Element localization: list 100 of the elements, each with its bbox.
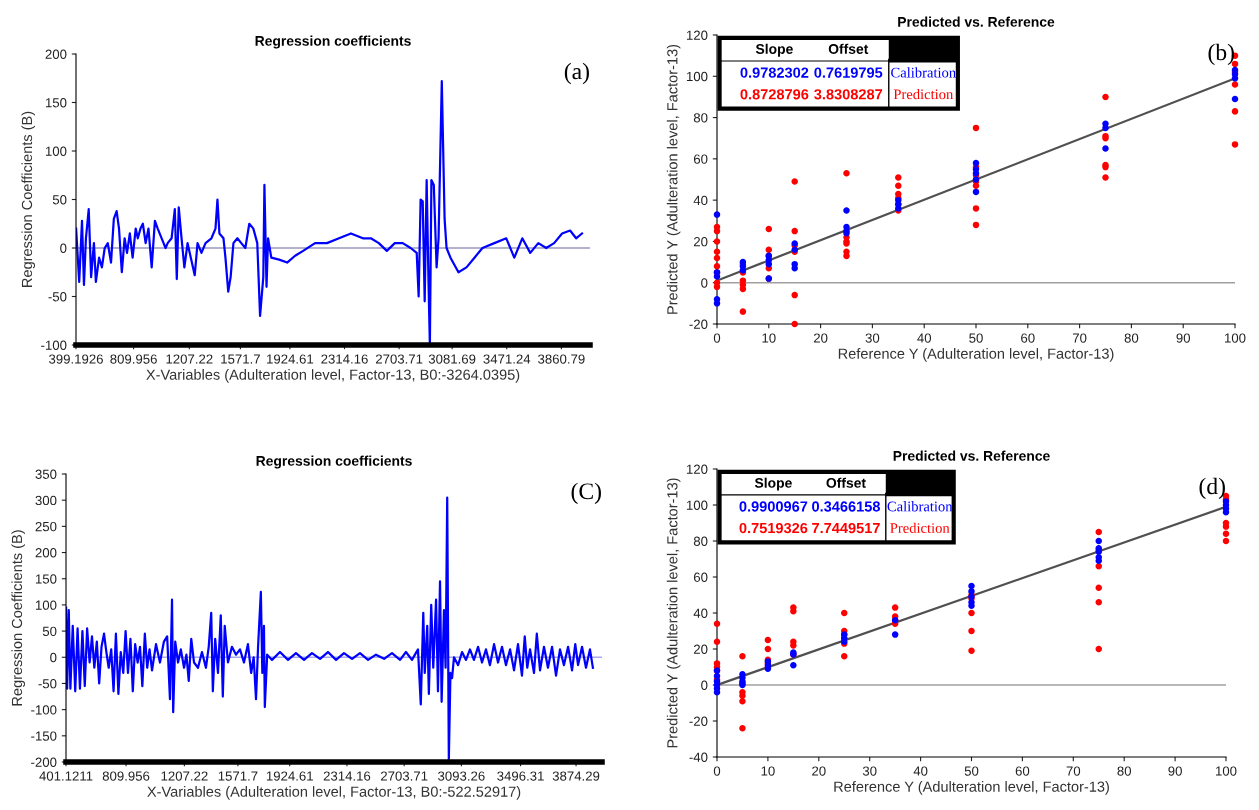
point [764,645,772,653]
annotation: (C) [571,482,601,505]
x-tick-label: 30 [862,766,877,776]
point [713,254,721,262]
point [968,582,975,590]
x-tick-label: 1207.22 [161,771,208,781]
point [1095,598,1103,606]
x-tick-label: 0 [713,766,721,776]
y-tick-label: 0 [701,278,708,288]
point [891,604,899,611]
x-tick-label: 2314.16 [323,771,371,781]
point [713,248,721,256]
y-tick-label: 120 [686,464,708,474]
x-tick-label: 0 [713,333,721,343]
point [968,627,975,635]
x-tick-label: 80 [1117,766,1132,776]
x-axis-title: X-Variables (Adulteration level, Factor-13, B0:-522.52917) [147,786,521,800]
point [1102,174,1109,181]
chart-title: Predicted vs. Reference [893,450,1050,461]
y-tick-label: 40 [693,195,708,206]
y-tick-label: 50 [52,195,67,205]
point [790,642,797,649]
annotation: 3.8308287 [814,89,883,100]
y-tick-label: -150 [31,731,57,741]
x-axis-title: Reference Y (Adulteration level, Factor-13) [838,348,1114,362]
y-axis-title: Regression Coefficients (B) [21,111,36,287]
x-tick-label: 809.956 [110,354,157,364]
y-tick-label: 0 [60,243,67,253]
y-tick-label: 150 [45,98,67,108]
y-tick-label: 150 [35,574,57,584]
text: Prediction [893,88,954,100]
y-tick-label: 50 [42,626,57,636]
x-tick-label: 1924.61 [267,354,314,364]
point [765,246,773,253]
point [739,724,746,732]
x-tick-label: 809.956 [102,771,150,781]
y-axis-title: Regression Coefficients (B) [11,530,26,706]
x-tick-label: 1571.7 [221,354,260,364]
point [972,188,980,196]
y-tick-label: 100 [686,500,708,510]
annotation: Offset [828,43,869,54]
point [1231,75,1239,82]
y-tick-label: 100 [35,600,57,610]
point [1095,645,1103,653]
y-tick-label: 100 [45,146,67,156]
x-tick-label: 401.1211 [39,771,93,781]
point [972,182,980,189]
point [1222,537,1230,545]
x-tick-label: 100 [1216,766,1237,776]
y-tick-label: 0 [701,680,708,690]
point [739,697,746,705]
point [765,225,773,233]
x-tick-label: 1924.61 [266,771,313,781]
y-tick-label: -50 [48,292,67,302]
point [1102,93,1109,101]
x-tick-label: 30 [865,333,880,343]
annotation: 0.3466158 [812,501,880,512]
point [713,211,721,218]
x-tick-label: 3093.26 [438,771,485,781]
annotation: Offset [826,477,866,488]
annotation: Slope [755,43,793,57]
point [968,588,975,595]
y-tick-label: 300 [35,495,57,506]
annotation: (d) [1199,477,1225,500]
x-tick-label: 70 [1066,766,1081,776]
chart-title: Regression coefficients [255,35,411,49]
y-axis-title: Predicted Y (Adulteration level, Factor-13) [666,478,681,748]
x-tick-label: 10 [761,766,775,776]
point [791,265,798,272]
annotation: (b) [1208,43,1234,66]
annotation: 0.9900967 [739,501,808,512]
x-tick-label: 3874.29 [552,771,600,781]
annotation: 0.8728796 [740,89,809,100]
point [895,174,902,181]
y-tick-label: -20 [689,716,708,726]
x-tick-label: 2703.71 [375,354,423,364]
x-tick-label: 2314.16 [321,354,368,364]
point [713,620,721,628]
x-tick-label: 80 [1124,333,1139,343]
x-tick-label: 3081.69 [428,354,476,364]
text: Prediction [890,522,950,533]
point [791,178,798,185]
point [791,291,798,299]
x-tick-label: 20 [813,333,828,343]
x-tick-label: 20 [812,766,826,776]
point [1231,95,1239,103]
point [713,672,721,680]
y-tick-label: -20 [689,319,708,329]
point [840,652,848,660]
annotation: 0.7519326 [739,522,808,534]
annotation: 0.7619795 [814,67,883,78]
point [790,661,797,669]
point [713,283,721,291]
y-tick-label: -50 [38,679,57,689]
x-tick-label: 1571.7 [218,771,258,781]
point [739,285,747,293]
point [764,636,772,644]
y-tick-label: 100 [686,71,708,82]
point [1095,537,1103,545]
x-tick-label: 3496.31 [497,771,544,781]
